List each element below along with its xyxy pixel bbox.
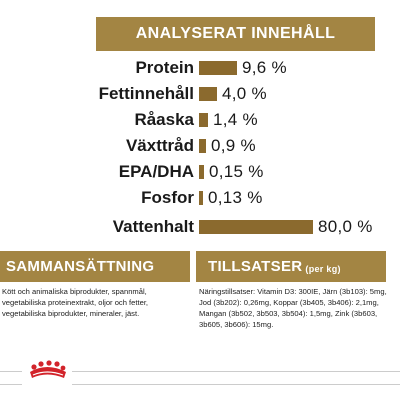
analysis-row: Fettinnehåll 4,0 % xyxy=(0,82,400,106)
analysis-title: ANALYSERAT INNEHÅLL xyxy=(135,25,336,42)
analysis-value: 4,0 % xyxy=(222,84,267,103)
analysis-bar xyxy=(199,165,204,179)
analysis-label: Växttråd xyxy=(125,136,194,155)
analysis-bar xyxy=(199,113,208,127)
analysis-row: EPA/DHA 0,15 % xyxy=(0,160,400,184)
additives-title-bar: TILLSATSER (per kg) xyxy=(196,251,386,282)
analysis-label: Vattenhalt xyxy=(112,217,194,236)
royal-canin-crown-icon xyxy=(22,358,72,386)
additives-text: Näringstillsatser: Vitamin D3: 300IE, Jä… xyxy=(199,287,387,329)
analysis-value: 1,4 % xyxy=(213,110,258,129)
analysis-row: Växttråd 0,9 % xyxy=(0,134,400,158)
analysis-label: Protein xyxy=(135,58,194,77)
analysis-bar xyxy=(199,61,237,75)
analysis-value: 0,9 % xyxy=(211,136,256,155)
additives-title-suffix: (per kg) xyxy=(305,263,341,274)
analysis-label: Fettinnehåll xyxy=(98,84,194,103)
analysis-value: 0,13 % xyxy=(208,188,263,207)
analysis-row: Protein 9,6 % xyxy=(0,56,400,80)
composition-title-bar: SAMMANSÄTTNING xyxy=(0,251,190,282)
composition-text: Kött och animaliska biprodukter, spannmå… xyxy=(2,287,149,318)
analysis-label: EPA/DHA xyxy=(118,162,194,181)
analysis-bar xyxy=(199,220,313,234)
footer-band xyxy=(0,371,400,385)
analysis-label: Fosfor xyxy=(141,188,194,207)
composition-title: SAMMANSÄTTNING xyxy=(6,258,155,275)
analysis-row: Vattenhalt 80,0 % xyxy=(0,215,400,239)
analysis-label: Råaska xyxy=(134,110,194,129)
analysis-title-bar: ANALYSERAT INNEHÅLL xyxy=(96,17,375,51)
analysis-bar xyxy=(199,139,206,153)
analysis-value: 0,15 % xyxy=(209,162,264,181)
additives-title: TILLSATSER xyxy=(208,258,303,275)
analysis-row: Råaska 1,4 % xyxy=(0,108,400,132)
analysis-value: 80,0 % xyxy=(318,217,373,236)
analysis-bar xyxy=(199,191,203,205)
analysis-row: Fosfor 0,13 % xyxy=(0,186,400,210)
analysis-value: 9,6 % xyxy=(242,58,287,77)
analysis-bar xyxy=(199,87,217,101)
